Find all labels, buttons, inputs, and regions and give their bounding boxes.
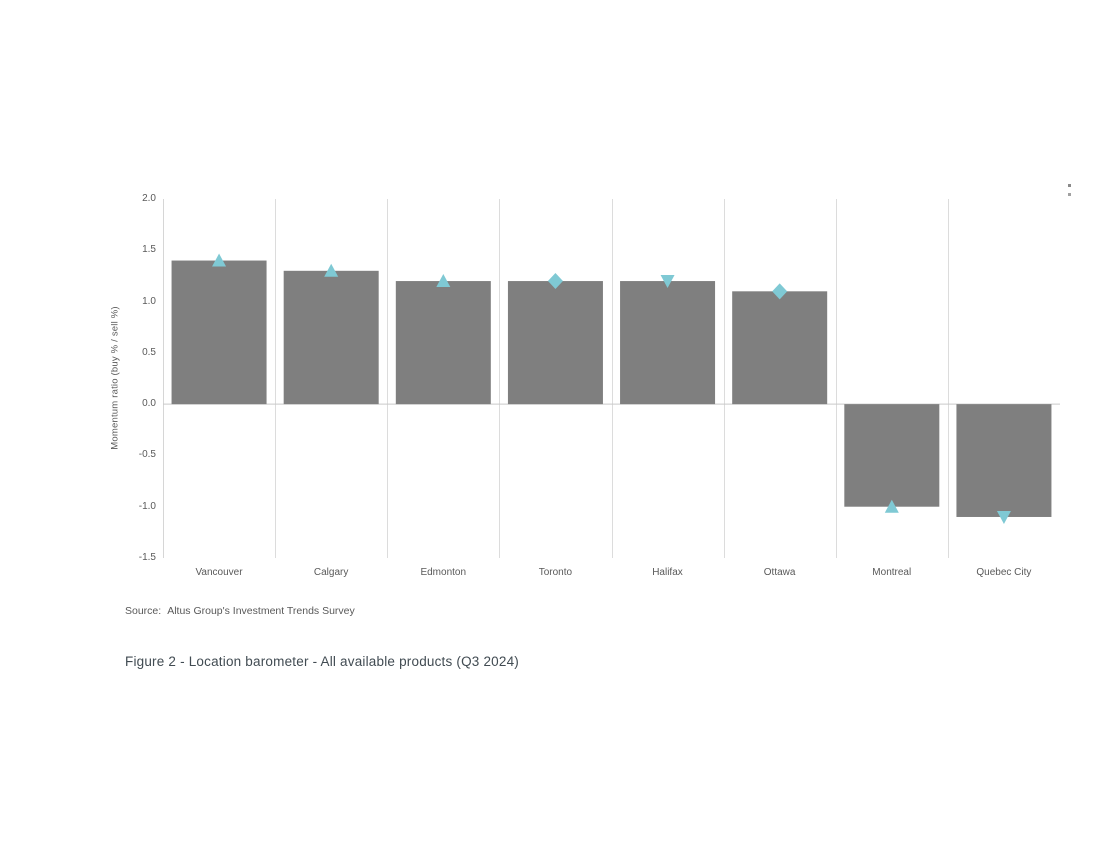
triangle-down-marker-quebec-city bbox=[996, 510, 1011, 524]
page-artifact-dot bbox=[1068, 193, 1071, 196]
source-note: Source: Altus Group's Investment Trends S… bbox=[125, 605, 355, 617]
bar-montreal bbox=[844, 404, 940, 507]
y-tick-label: 2.0 bbox=[142, 193, 156, 204]
page-artifact-dot bbox=[1068, 184, 1071, 187]
y-tick-label: 1.5 bbox=[142, 244, 156, 256]
triangle-up-marker-edmonton bbox=[436, 274, 451, 288]
triangle-up-marker-calgary bbox=[324, 263, 339, 277]
category-label-edmonton: Edmonton bbox=[420, 567, 467, 578]
bar-toronto bbox=[507, 281, 603, 405]
source-text: Altus Group's Investment Trends Survey bbox=[167, 605, 355, 617]
y-tick-label: -0.5 bbox=[138, 449, 156, 461]
bar-calgary bbox=[283, 270, 379, 405]
category-label-quebec-city: Quebec City bbox=[976, 567, 1032, 578]
bar-quebec-city bbox=[956, 404, 1052, 517]
figure-caption: Figure 2 - Location barometer - All avai… bbox=[125, 654, 519, 669]
plot-area bbox=[163, 199, 1060, 558]
y-tick-label: 0.0 bbox=[142, 398, 156, 410]
y-tick-label: -1.5 bbox=[138, 552, 156, 563]
bar-vancouver bbox=[171, 260, 267, 405]
diamond-marker-ottawa bbox=[772, 283, 788, 300]
bar-edmonton bbox=[395, 281, 491, 405]
diamond-marker-toronto bbox=[547, 273, 563, 290]
category-label-ottawa: Ottawa bbox=[763, 567, 796, 578]
category-label-vancouver: Vancouver bbox=[195, 567, 243, 578]
category-label-calgary: Calgary bbox=[313, 567, 349, 578]
bar-ottawa bbox=[732, 291, 828, 405]
triangle-down-marker-halifax bbox=[660, 275, 675, 289]
category-label-halifax: Halifax bbox=[652, 567, 683, 578]
category-label-toronto: Toronto bbox=[538, 567, 573, 578]
triangle-up-marker-vancouver bbox=[212, 253, 227, 267]
y-tick-label: 0.5 bbox=[142, 346, 156, 358]
source-label: Source: bbox=[125, 605, 162, 617]
bar-halifax bbox=[620, 281, 716, 405]
y-tick-label: 1.0 bbox=[142, 295, 156, 307]
y-axis-title: Momentum ratio (buy % / sell %) bbox=[109, 306, 121, 450]
triangle-up-marker-montreal bbox=[884, 499, 899, 513]
category-label-montreal: Montreal bbox=[872, 567, 912, 578]
y-tick-label: -1.0 bbox=[138, 500, 156, 512]
